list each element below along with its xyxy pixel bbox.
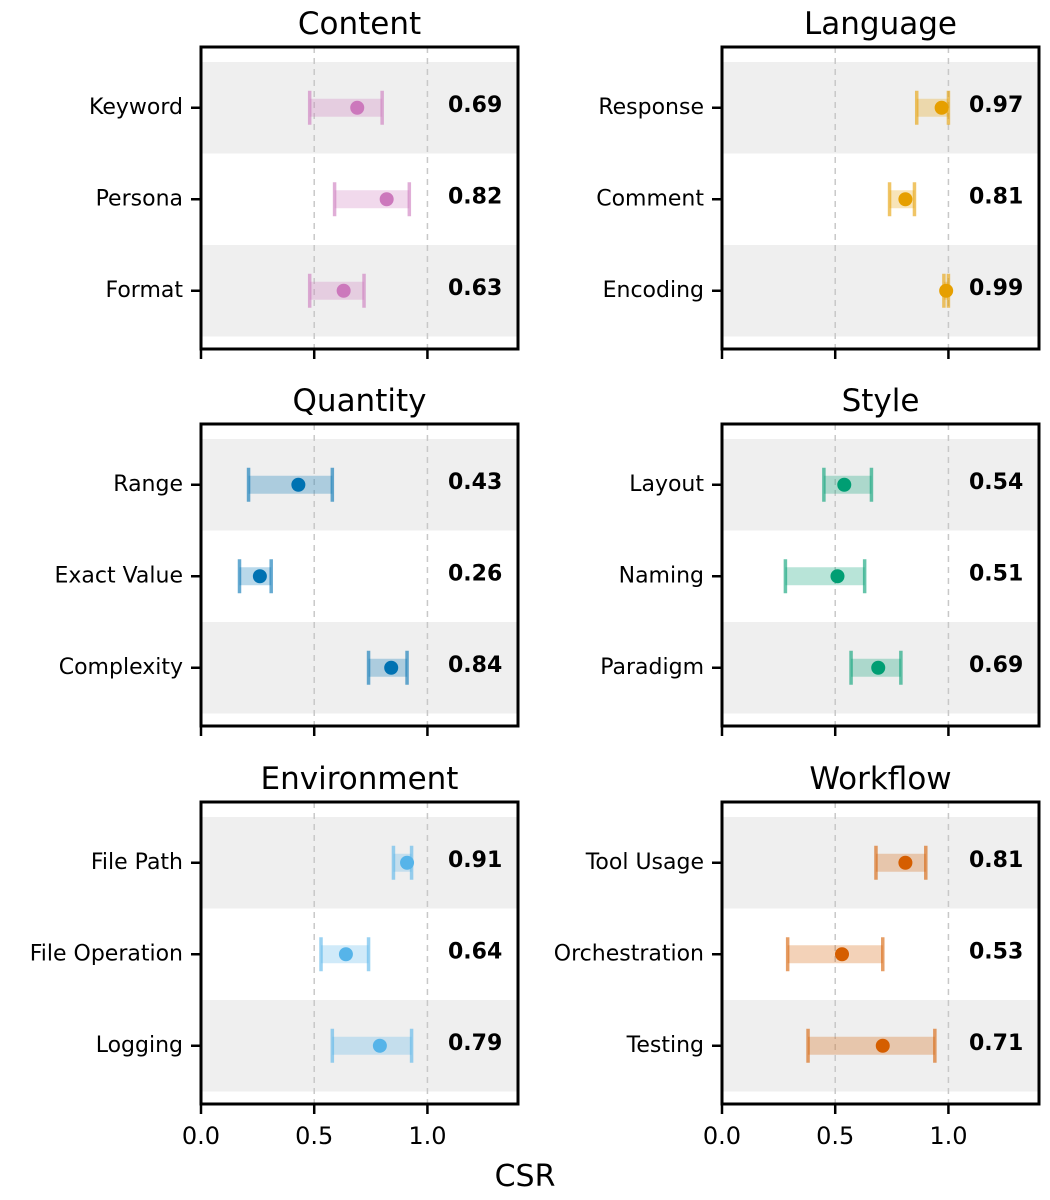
y-tick-label: Range [113, 472, 183, 497]
ci-band [309, 98, 383, 117]
panel-language: Response 0.97 Comment 0.81 Encoding 0.99 Langu… [596, 6, 1041, 359]
mean-dot [384, 660, 399, 675]
y-tick-label: Tool Usage [585, 850, 704, 875]
y-tick-label: Keyword [89, 95, 183, 120]
axes-frame [720, 800, 1041, 1106]
y-tick-label: Encoding [603, 278, 704, 303]
panel-title: Language [804, 6, 957, 42]
mean-dot [400, 855, 415, 870]
value-label: 0.82 [448, 184, 502, 209]
value-label: 0.26 [448, 561, 502, 586]
value-label: 0.99 [969, 276, 1023, 301]
value-label: 0.69 [969, 653, 1023, 678]
x-tick-label: 0.0 [703, 1122, 741, 1150]
row-band [201, 622, 518, 714]
value-label: 0.54 [969, 470, 1023, 495]
value-label: 0.97 [969, 93, 1023, 118]
ci-band [785, 567, 865, 586]
ci-band [334, 190, 410, 209]
row-band [722, 439, 1039, 531]
y-tick-label: Comment [596, 186, 704, 211]
axes-frame [199, 45, 520, 351]
ci-band [332, 1036, 412, 1055]
row-band [722, 817, 1039, 909]
ci-band [808, 1036, 935, 1055]
mean-dot [898, 192, 913, 207]
y-tick-label: Layout [629, 472, 704, 497]
value-label: 0.91 [448, 848, 502, 873]
value-label: 0.51 [969, 561, 1023, 586]
value-label: 0.71 [969, 1031, 1023, 1056]
y-tick-label: Persona [96, 186, 183, 211]
panels: Keyword 0.69 Persona 0.82 Format 0.63 Content R… [30, 6, 1041, 1150]
axes-frame [720, 45, 1041, 351]
mean-dot [934, 100, 949, 115]
y-tick-label: Complexity [59, 655, 183, 680]
panel-style: Layout 0.54 Naming 0.51 Paradigm 0.69 Style [600, 383, 1041, 736]
value-label: 0.53 [969, 939, 1023, 964]
value-label: 0.81 [969, 848, 1023, 873]
value-label: 0.81 [969, 184, 1023, 209]
row-band [722, 245, 1039, 337]
mean-dot [835, 947, 850, 962]
ci-band [248, 475, 333, 494]
panel-title: Environment [261, 761, 459, 797]
mean-dot [939, 283, 954, 298]
panel-title: Content [298, 6, 421, 42]
y-tick-label: Exact Value [54, 563, 183, 588]
y-tick-label: Testing [626, 1033, 704, 1058]
value-label: 0.43 [448, 470, 502, 495]
panel-quantity: Range 0.43 Exact Value 0.26 Complexity 0.84 Qu… [54, 383, 520, 736]
row-band [201, 1000, 518, 1092]
y-tick-label: Response [598, 95, 704, 120]
value-label: 0.84 [448, 653, 502, 678]
mean-dot [875, 1038, 890, 1053]
mean-dot [252, 569, 267, 584]
panel-environment: File Path 0.91 File Operation 0.64 Logging 0.… [30, 761, 520, 1150]
row-band [201, 439, 518, 531]
y-tick-label: Naming [619, 563, 704, 588]
value-label: 0.63 [448, 276, 502, 301]
y-tick-label: File Operation [30, 941, 183, 966]
panel-content: Keyword 0.69 Persona 0.82 Format 0.63 Content [89, 6, 520, 359]
mean-dot [871, 660, 886, 675]
mean-dot [837, 477, 852, 492]
panel-title: Quantity [293, 383, 427, 419]
x-tick-label: 1.0 [929, 1122, 967, 1150]
y-tick-label: Format [105, 278, 183, 303]
mean-dot [379, 192, 394, 207]
y-tick-label: Paradigm [600, 655, 704, 680]
value-label: 0.64 [448, 939, 502, 964]
panel-title: Style [842, 383, 920, 419]
axes-frame [720, 422, 1041, 728]
mean-dot [830, 569, 845, 584]
mean-dot [338, 947, 353, 962]
row-band [201, 245, 518, 337]
y-tick-label: Logging [96, 1033, 183, 1058]
value-label: 0.69 [448, 93, 502, 118]
mean-dot [898, 855, 913, 870]
y-tick-label: File Path [91, 850, 183, 875]
value-label: 0.79 [448, 1031, 502, 1056]
mean-dot [291, 477, 306, 492]
axes-frame [199, 800, 520, 1106]
x-tick-label: 1.0 [408, 1122, 446, 1150]
row-band [201, 817, 518, 909]
axes-frame [199, 422, 520, 728]
x-tick-label: 0.5 [295, 1122, 333, 1150]
row-band [722, 62, 1039, 154]
panel-title: Workflow [809, 761, 951, 797]
x-tick-label: 0.5 [816, 1122, 854, 1150]
mean-dot [372, 1038, 387, 1053]
mean-dot [336, 283, 351, 298]
y-tick-label: Orchestration [554, 941, 704, 966]
mean-dot [350, 100, 365, 115]
panel-workflow: Tool Usage 0.81 Orchestration 0.53 Testing 0.… [554, 761, 1041, 1150]
x-axis-label: CSR [495, 1159, 556, 1194]
x-tick-label: 0.0 [182, 1122, 220, 1150]
